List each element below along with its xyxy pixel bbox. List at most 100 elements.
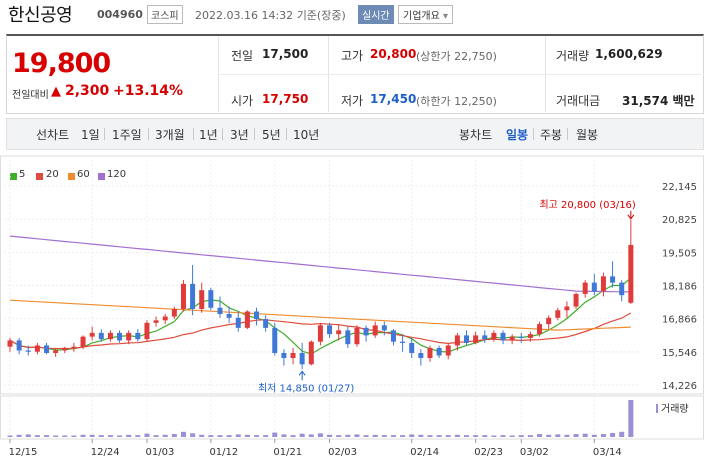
volume-label: 거래량: [556, 49, 590, 63]
tab-3m[interactable]: 3개월: [155, 128, 185, 142]
up-arrow-icon: ▲: [51, 84, 61, 99]
tab-monthly[interactable]: 월봉: [576, 128, 599, 142]
volume-bar: [527, 435, 533, 437]
x-tick-label: 03/02: [520, 447, 549, 458]
volume-bar: [381, 435, 387, 437]
volume-bar: [107, 435, 113, 437]
candle-body: [281, 352, 287, 359]
candle-body: [372, 325, 378, 336]
volume-bar: [180, 431, 186, 437]
candle-body: [546, 317, 552, 325]
candle-body: [135, 332, 141, 340]
volume-bar: [482, 435, 488, 437]
tab-candle-chart[interactable]: 봉차트: [459, 128, 493, 142]
legend-label-60: 60: [77, 169, 90, 180]
candle-body: [80, 336, 86, 347]
candle-body: [500, 332, 506, 341]
stock-code: 004960: [97, 8, 143, 21]
candle-body: [473, 335, 479, 343]
tab-1d[interactable]: 1일: [81, 128, 100, 142]
volume-bar: [171, 434, 177, 437]
candle-body: [418, 352, 424, 359]
candle-body: [217, 307, 223, 315]
timestamp: 2022.03.16 14:32 기준(장중): [195, 7, 346, 23]
lower-limit: (하한가 12,250): [416, 95, 497, 108]
volume-bar: [600, 434, 606, 437]
tab-1y[interactable]: 1년: [199, 128, 218, 142]
divider: [218, 74, 704, 75]
volume-bar: [564, 434, 570, 437]
volume-bar: [491, 435, 497, 437]
realtime-button[interactable]: 실시간: [358, 5, 394, 24]
candle-body: [363, 327, 369, 336]
tab-1w[interactable]: 1주일: [112, 128, 142, 142]
candle-body: [162, 316, 168, 321]
volume-bar: [327, 434, 333, 437]
volume-bar: [16, 434, 22, 437]
prev-close-label: 전일: [231, 49, 254, 63]
candle-body: [44, 345, 50, 353]
turnover-value: 31,574 백만: [622, 92, 695, 109]
low-value: 17,450: [370, 92, 417, 106]
tab-line-chart[interactable]: 선차트: [36, 128, 70, 142]
open-label: 시가: [231, 94, 254, 108]
tab-daily[interactable]: 일봉: [506, 128, 529, 142]
divider: [286, 128, 287, 140]
candle-body: [628, 244, 634, 303]
candle-body: [564, 306, 570, 311]
tab-10y[interactable]: 10년: [293, 128, 320, 142]
volume-bar: [126, 434, 132, 437]
legend-label-20: 20: [46, 169, 59, 180]
candle-body: [107, 332, 113, 340]
candle-body: [53, 350, 59, 353]
divider: [254, 128, 255, 140]
prev-close-value: 17,500: [262, 47, 309, 61]
open-value: 17,750: [262, 92, 309, 106]
axis-labels: 22,145 20,825 19,505 18,186 16,866 15,546 14,2…: [9, 182, 697, 458]
candle-body: [25, 350, 31, 352]
volume-bar: [89, 434, 95, 437]
divider: [148, 128, 149, 140]
compare-label: 전일대비: [12, 90, 49, 101]
volume-bar: [390, 435, 396, 437]
volume-bar: [153, 435, 159, 437]
volume-bar: [509, 435, 515, 437]
divider: [193, 128, 194, 140]
volume-bar: [537, 434, 543, 437]
y-tick-label: 22,145: [662, 182, 697, 193]
candle-body: [555, 310, 561, 318]
candle-body: [537, 324, 543, 335]
company-info-dropdown[interactable]: 기업개요 ▾: [398, 5, 454, 24]
candle-body: [7, 340, 13, 347]
candle-body: [573, 293, 579, 307]
tab-weekly[interactable]: 주봉: [540, 128, 563, 142]
candle-body: [144, 322, 150, 340]
candle-body: [591, 282, 597, 292]
volume-bar: [591, 434, 597, 437]
candle-body: [482, 335, 488, 340]
chevron-down-icon: ▾: [443, 11, 449, 22]
high-label: 고가: [341, 49, 364, 63]
volume-bar: [162, 434, 168, 437]
candle-body: [208, 290, 214, 308]
candle-body: [62, 347, 68, 351]
volume-bar: [582, 433, 588, 437]
candle-body: [454, 335, 460, 346]
candle-body: [619, 282, 625, 296]
volume-bar: [272, 432, 278, 437]
volume-bar: [263, 435, 269, 437]
candle-body: [117, 332, 123, 341]
tab-3y[interactable]: 3년: [230, 128, 249, 142]
candle-body: [409, 342, 415, 353]
candle-body: [272, 327, 278, 353]
tab-5y[interactable]: 5년: [262, 128, 281, 142]
y-tick-label: 18,186: [662, 282, 697, 293]
volume-bar: [235, 434, 241, 437]
volume-bar: [628, 400, 634, 437]
volume-bar: [336, 435, 342, 437]
candle-body: [610, 276, 616, 283]
x-tick-label: 02/14: [410, 447, 439, 458]
candle-body: [89, 332, 95, 337]
legend-swatch-120: [98, 173, 105, 180]
